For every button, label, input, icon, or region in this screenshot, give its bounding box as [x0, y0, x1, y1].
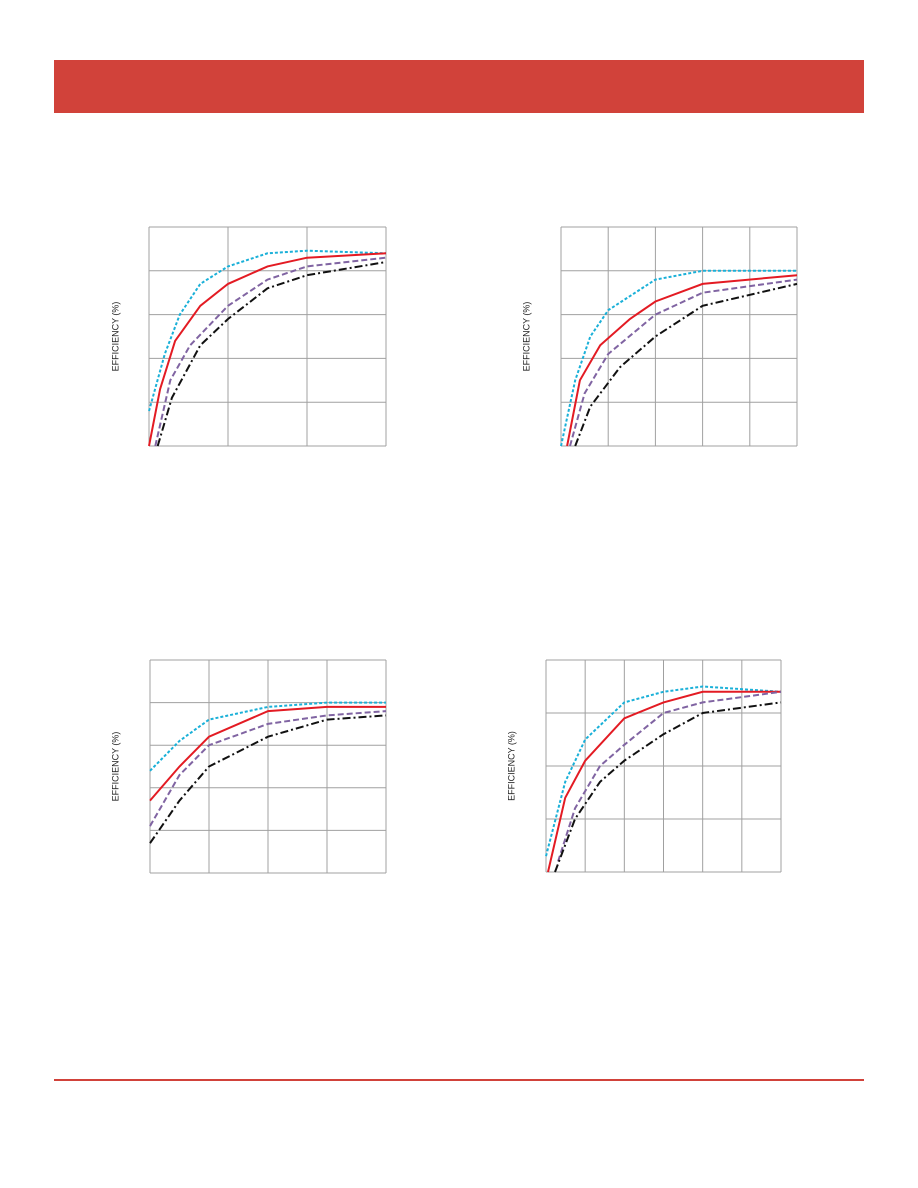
- series-line: [148, 252, 387, 447]
- series-line: [545, 685, 782, 857]
- series-line: [149, 705, 386, 802]
- series-line: [149, 701, 386, 772]
- series-line: [149, 714, 387, 844]
- series-line: [156, 261, 387, 447]
- series-line: [154, 256, 387, 447]
- footer-line: [54, 1079, 864, 1081]
- series-line: [557, 690, 782, 862]
- series-line: [566, 274, 798, 447]
- y-axis-label: EFFICIENCY (%): [110, 302, 120, 372]
- series-line: [574, 282, 798, 447]
- y-axis-label: EFFICIENCY (%): [521, 302, 531, 372]
- y-axis-label: EFFICIENCY (%): [110, 732, 120, 802]
- series-line: [149, 710, 387, 827]
- series-line: [569, 278, 798, 447]
- y-axis-label: EFFICIENCY (%): [506, 731, 516, 801]
- header-bar: [54, 60, 864, 113]
- series-line: [148, 249, 387, 412]
- series-line: [547, 690, 781, 873]
- series-line: [560, 269, 797, 447]
- series-line: [554, 701, 782, 873]
